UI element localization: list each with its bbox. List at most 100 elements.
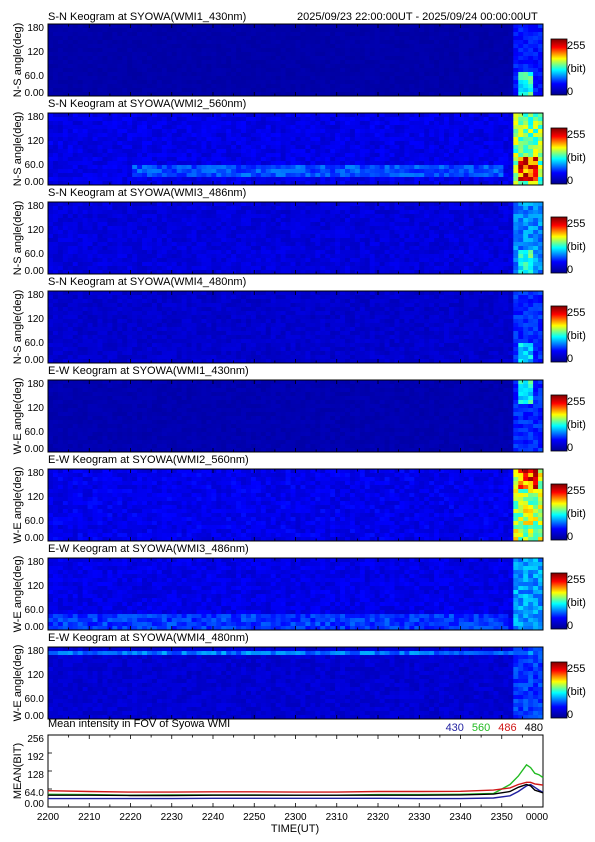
heatmap-cell [107, 121, 113, 126]
heatmap-cell [236, 92, 242, 97]
heatmap-cell [295, 258, 301, 263]
heatmap-cell [147, 214, 153, 219]
heatmap-cell [147, 36, 153, 41]
heatmap-cell [241, 80, 247, 85]
heatmap-cell [310, 121, 316, 126]
heatmap-cell [315, 68, 321, 73]
heatmap-cell [345, 137, 351, 142]
heatmap-cell [156, 76, 163, 81]
heatmap-cell [77, 145, 84, 150]
heatmap-cell [374, 202, 381, 207]
heatmap-cell [330, 258, 336, 263]
heatmap-cell [48, 202, 54, 207]
heatmap-cell [48, 222, 54, 227]
heatmap-cell [82, 141, 88, 146]
heatmap-cell [389, 270, 395, 275]
heatmap-cell [310, 137, 316, 142]
heatmap-cell [340, 133, 346, 138]
heatmap-cell [122, 218, 128, 223]
heatmap-cell [206, 165, 212, 170]
heatmap-cell [364, 125, 371, 130]
heatmap-cell [92, 222, 98, 227]
heatmap-cell [57, 68, 64, 73]
heatmap-cell [97, 230, 103, 235]
heatmap-cell [379, 88, 385, 93]
heatmap-cell [389, 56, 395, 61]
heatmap-cell [211, 242, 217, 247]
heatmap-cell [132, 153, 138, 158]
heatmap-cell [201, 202, 207, 207]
heatmap-cell [132, 76, 138, 81]
heatmap-cell [147, 222, 153, 227]
heatmap-cell [458, 32, 465, 37]
heatmap-cell [270, 254, 277, 259]
heatmap-cell [176, 36, 183, 41]
heatmap-cell [453, 80, 460, 85]
heatmap-cell [330, 141, 336, 146]
heatmap-cell [448, 24, 455, 29]
heatmap-cell [147, 165, 153, 170]
heatmap-cell [127, 230, 133, 235]
heatmap-cell [201, 137, 207, 142]
heatmap-cell [349, 44, 356, 49]
heatmap-cell [330, 129, 336, 134]
heatmap-cell [92, 181, 98, 186]
heatmap-cell [147, 206, 153, 211]
heatmap-cell [384, 181, 390, 186]
heatmap-cell [57, 270, 64, 275]
heatmap-cell [241, 125, 247, 130]
heatmap-cell [349, 254, 356, 259]
heatmap-cell [137, 206, 143, 211]
heatmap-cell [206, 141, 212, 146]
heatmap-cell [122, 64, 128, 69]
heatmap-cell [444, 145, 450, 150]
heatmap-cell [137, 173, 143, 178]
heatmap-cell [448, 141, 455, 146]
heatmap-cell [226, 88, 232, 93]
heatmap-cell [112, 121, 118, 126]
heatmap-cell [171, 242, 178, 247]
heatmap-cell [156, 266, 163, 271]
heatmap-cell [409, 121, 415, 126]
heatmap-cell [176, 92, 183, 97]
heatmap-cell [473, 68, 480, 73]
heatmap-cell [201, 92, 207, 97]
heatmap-cell [508, 117, 514, 122]
heatmap-cell [77, 113, 84, 118]
heatmap-cell [250, 226, 257, 231]
heatmap-cell [310, 254, 316, 259]
heatmap-cell [345, 218, 351, 223]
heatmap-cell [166, 48, 173, 53]
heatmap-cell [384, 113, 390, 118]
heatmap-cell [127, 270, 133, 275]
heatmap-cell [67, 72, 74, 77]
heatmap-cell [92, 32, 98, 37]
heatmap-cell [201, 262, 207, 267]
heatmap-cell [508, 88, 514, 93]
heatmap-cell [181, 262, 187, 267]
heatmap-cell [453, 145, 460, 150]
heatmap-cell [285, 40, 291, 45]
heatmap-cell [523, 141, 529, 146]
heatmap-cell [127, 161, 133, 166]
heatmap-cell [270, 92, 277, 97]
heatmap-cell [478, 149, 484, 154]
heatmap-cell [384, 24, 390, 29]
heatmap-cell [513, 92, 519, 97]
heatmap-cell [434, 56, 440, 61]
heatmap-cell [518, 157, 524, 162]
heatmap-cell [191, 68, 197, 73]
heatmap-cell [384, 206, 390, 211]
heatmap-cell [52, 206, 59, 211]
heatmap-cell [97, 24, 103, 29]
heatmap-cell [345, 238, 351, 243]
heatmap-cell [171, 137, 178, 142]
heatmap-cell [538, 68, 544, 73]
heatmap-cell [151, 262, 158, 267]
heatmap-cell [77, 133, 84, 138]
heatmap-cell [137, 226, 143, 231]
heatmap-cell [216, 258, 222, 263]
heatmap-cell [156, 262, 163, 267]
heatmap-cell [424, 44, 430, 49]
heatmap-cell [335, 202, 341, 207]
